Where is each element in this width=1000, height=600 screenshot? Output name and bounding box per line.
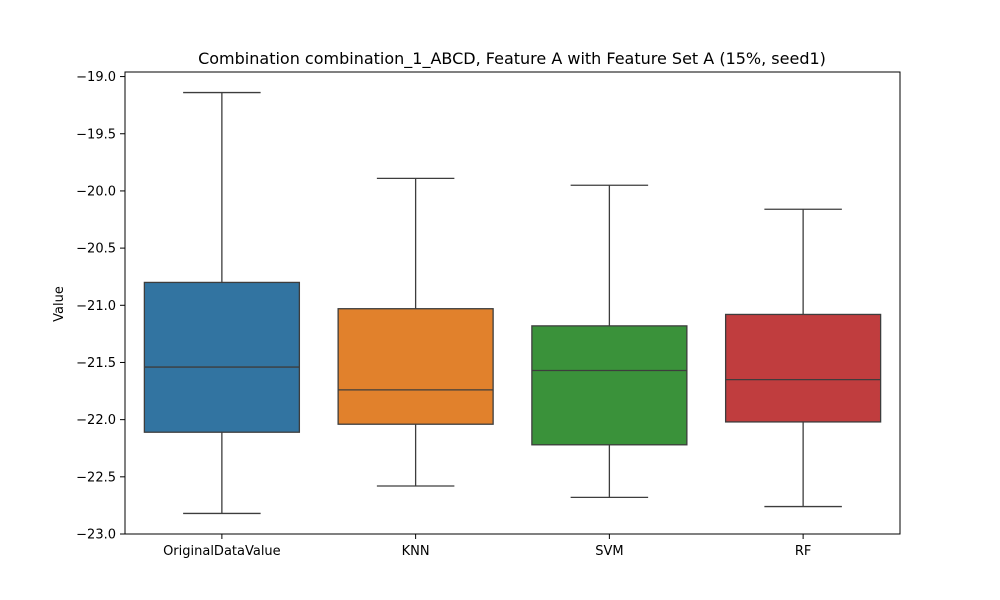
x-tick-label: KNN bbox=[402, 544, 430, 559]
box-knn bbox=[337, 308, 494, 425]
y-tick-label: −20.0 bbox=[76, 184, 116, 199]
x-tick-label: RF bbox=[795, 544, 812, 559]
x-tick-label: SVM bbox=[595, 544, 623, 559]
y-tick-label: −21.0 bbox=[76, 299, 116, 314]
y-tick-label: −20.5 bbox=[76, 242, 116, 257]
y-axis-label: Value bbox=[52, 286, 67, 322]
x-tick-label: OriginalDataValue bbox=[163, 544, 281, 559]
y-tick-label: −21.5 bbox=[76, 356, 116, 371]
plot-area: −23.0 −22.5 −22.0 −21.5 −21.0 −20.5 −20.0 −19.5… bbox=[76, 70, 882, 559]
plot-frame bbox=[124, 71, 901, 535]
y-tick-label: −23.0 bbox=[76, 528, 116, 543]
box-originaldatavalue bbox=[143, 281, 301, 433]
box-rf bbox=[724, 313, 882, 423]
y-tick-label: −22.5 bbox=[76, 470, 116, 485]
y-tick-label: −19.0 bbox=[76, 70, 116, 85]
y-tick-label: −19.5 bbox=[76, 127, 116, 142]
box-svm bbox=[531, 325, 688, 446]
chart-title: Combination combination_1_ABCD, Feature … bbox=[198, 49, 826, 69]
y-tick-label: −22.0 bbox=[76, 413, 116, 428]
